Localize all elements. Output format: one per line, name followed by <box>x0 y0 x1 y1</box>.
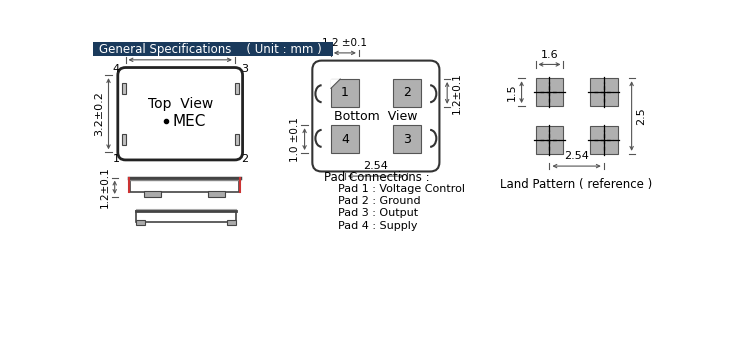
Bar <box>235 83 239 94</box>
Text: 4: 4 <box>341 133 349 146</box>
Bar <box>393 79 421 107</box>
Text: 1.2±0.1: 1.2±0.1 <box>452 72 462 114</box>
Text: Pad 1 : Voltage Control: Pad 1 : Voltage Control <box>338 184 465 194</box>
Bar <box>427 130 436 147</box>
Bar <box>93 42 333 56</box>
Text: 2.5: 2.5 <box>636 107 647 125</box>
Bar <box>135 211 237 221</box>
Text: 1: 1 <box>112 154 119 164</box>
Text: 2: 2 <box>403 86 411 99</box>
Bar <box>590 78 618 106</box>
FancyBboxPatch shape <box>118 67 243 160</box>
Text: 2.54: 2.54 <box>363 161 388 172</box>
FancyBboxPatch shape <box>312 61 440 172</box>
Bar <box>393 125 421 153</box>
Text: 1.0 ±0.1: 1.0 ±0.1 <box>290 117 300 161</box>
Bar <box>235 134 239 145</box>
Bar <box>122 83 126 94</box>
Bar <box>331 79 359 107</box>
Text: Bottom  View: Bottom View <box>334 110 417 122</box>
Bar <box>590 126 618 154</box>
Text: 3: 3 <box>241 64 248 74</box>
Bar <box>427 85 436 102</box>
Bar <box>130 178 239 192</box>
Text: 1.2±0.1: 1.2±0.1 <box>100 166 110 208</box>
Text: 1.5: 1.5 <box>507 83 517 101</box>
Text: 1.6: 1.6 <box>541 50 558 60</box>
Bar <box>144 191 161 197</box>
Text: Pad 2 : Ground: Pad 2 : Ground <box>338 196 420 206</box>
Text: Pad 4 : Supply: Pad 4 : Supply <box>338 221 417 231</box>
Bar <box>227 220 237 225</box>
Text: Land Pattern ( reference ): Land Pattern ( reference ) <box>501 178 652 191</box>
Text: General Specifications    ( Unit : mm ): General Specifications ( Unit : mm ) <box>99 42 322 55</box>
Bar <box>208 191 225 197</box>
Text: 4: 4 <box>112 64 119 74</box>
Polygon shape <box>331 79 340 88</box>
Text: 3: 3 <box>403 133 411 146</box>
Text: Top  View: Top View <box>147 98 213 112</box>
Text: Pad Connections :: Pad Connections : <box>324 172 429 185</box>
Bar <box>122 134 126 145</box>
Bar <box>315 85 324 102</box>
Text: 3.2±0.2: 3.2±0.2 <box>94 91 104 136</box>
Bar <box>135 220 145 225</box>
Text: 2.54: 2.54 <box>564 152 589 161</box>
Bar <box>536 78 563 106</box>
Text: 2: 2 <box>241 154 248 164</box>
Text: Pad 3 : Output: Pad 3 : Output <box>338 208 418 218</box>
Text: MEC: MEC <box>173 114 206 129</box>
Bar <box>536 126 563 154</box>
Text: 1.2 ±0.1: 1.2 ±0.1 <box>322 38 368 48</box>
Bar <box>315 130 324 147</box>
Bar <box>331 125 359 153</box>
Text: 1: 1 <box>341 86 349 99</box>
Text: 5.0 ±0.2: 5.0 ±0.2 <box>156 45 205 55</box>
